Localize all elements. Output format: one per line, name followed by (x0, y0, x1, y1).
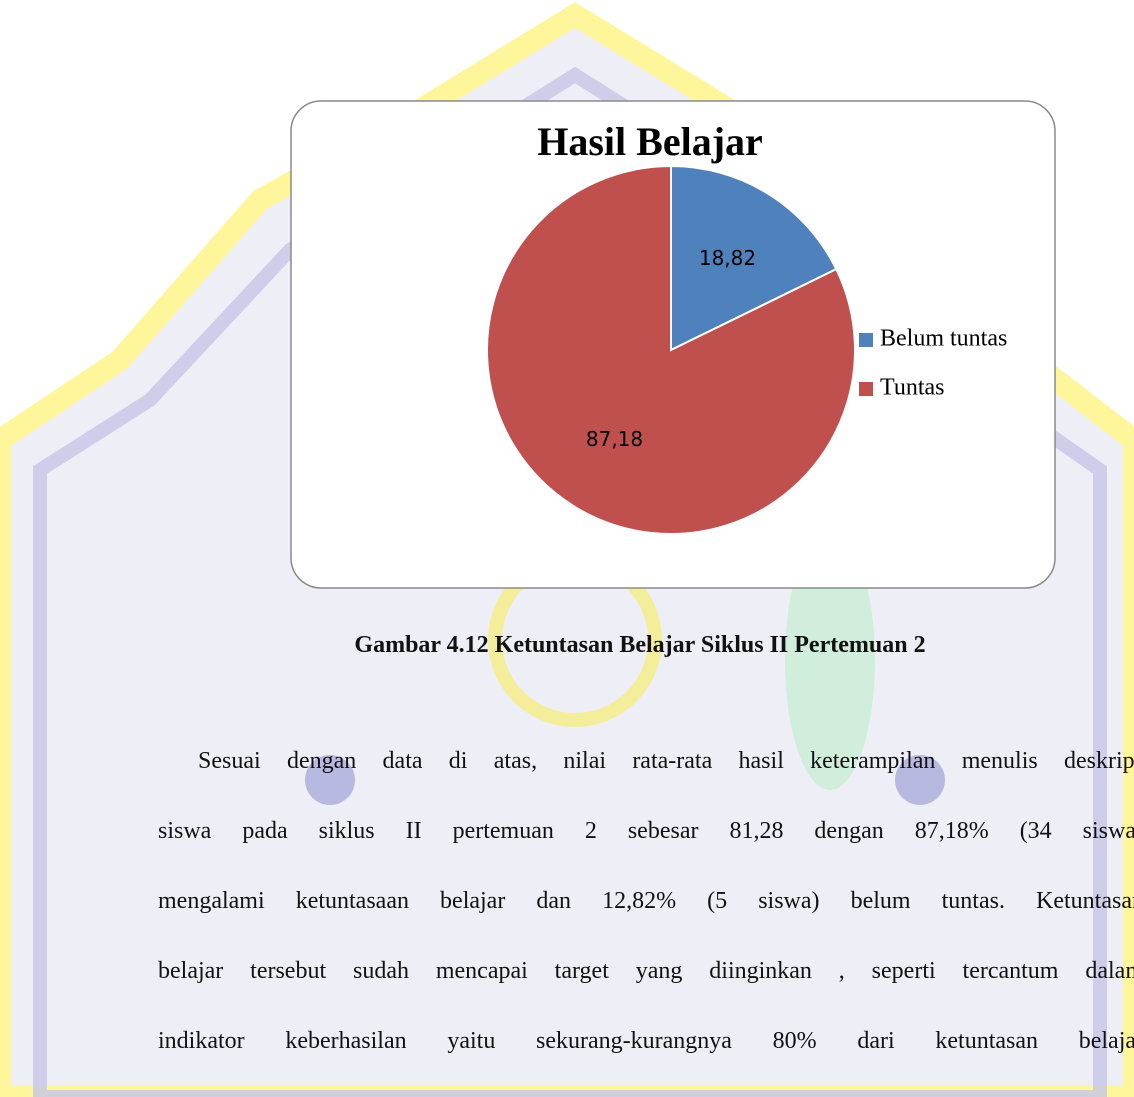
text-line: indikator keberhasilan yaitu sekurang-ku… (158, 1028, 1134, 1054)
caption: Gambar 4.12 Ketuntasan Belajar Siklus II… (354, 632, 926, 658)
legend-label: Tuntas (880, 375, 944, 401)
text-line: Sesuai dengan data di atas, nilai rata-r… (198, 748, 1134, 774)
legend-swatch (859, 333, 873, 347)
data-label: 18,82 (699, 246, 756, 270)
text-line: mengalami ketuntasaan belajar dan 12,82%… (158, 888, 1134, 914)
legend-swatch (859, 382, 873, 396)
pie-slice (670, 164, 838, 352)
chart: Hasil Belajar 18,82 87,18 Belum tuntas Tunt… (290, 100, 1056, 589)
chart-title: Hasil Belajar (537, 119, 763, 164)
text-line: siswa pada siklus II pertemuan 2 sebesar… (158, 818, 1134, 844)
text-line: belajar tersebut sudah mencapai target y… (158, 958, 1134, 984)
data-label: 87,18 (586, 427, 643, 451)
legend-label: Belum tuntas (880, 326, 1007, 352)
pie-slice (486, 164, 856, 535)
